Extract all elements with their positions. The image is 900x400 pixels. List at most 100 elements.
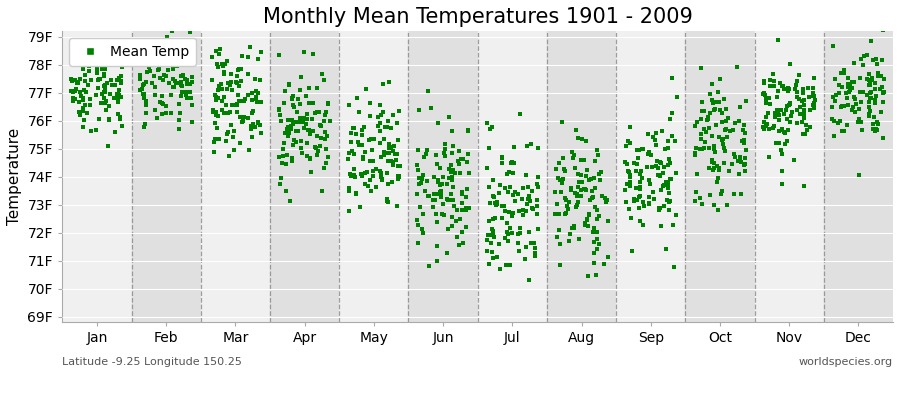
Point: [837, 128, 851, 135]
Point: [777, 128, 791, 135]
Point: [825, 42, 840, 49]
Point: [460, 128, 474, 134]
Point: [73, 111, 87, 118]
Point: [420, 193, 435, 200]
Point: [783, 99, 797, 106]
Point: [760, 123, 774, 129]
Point: [573, 172, 588, 178]
Point: [771, 87, 786, 94]
Point: [446, 184, 461, 190]
Point: [445, 174, 459, 181]
Point: [76, 66, 90, 72]
Point: [112, 86, 126, 93]
Bar: [478, 31, 547, 322]
Point: [553, 160, 567, 166]
Point: [310, 84, 324, 91]
Point: [94, 90, 109, 97]
Point: [179, 89, 194, 96]
Point: [434, 194, 448, 200]
Point: [439, 250, 454, 256]
Point: [235, 119, 249, 126]
Point: [277, 140, 292, 146]
Point: [184, 78, 199, 85]
Point: [555, 180, 570, 186]
Point: [139, 102, 153, 108]
Point: [512, 230, 526, 236]
Point: [77, 117, 92, 124]
Point: [278, 161, 293, 167]
Point: [175, 82, 189, 88]
Point: [597, 261, 611, 268]
Point: [363, 100, 377, 106]
Point: [757, 126, 771, 132]
Point: [733, 154, 747, 160]
Point: [95, 66, 110, 72]
Point: [661, 184, 675, 191]
Point: [355, 126, 369, 133]
Point: [847, 93, 861, 100]
Point: [556, 155, 571, 162]
Point: [149, 49, 164, 56]
Point: [217, 94, 231, 100]
Point: [851, 172, 866, 178]
Point: [159, 103, 174, 109]
Point: [211, 113, 225, 119]
Point: [590, 207, 604, 213]
Point: [831, 120, 845, 126]
Point: [365, 173, 380, 180]
Point: [491, 241, 506, 248]
Point: [842, 88, 857, 95]
Point: [366, 158, 381, 164]
Point: [796, 90, 810, 96]
Point: [860, 92, 874, 98]
Point: [253, 122, 267, 128]
Point: [158, 39, 172, 46]
Point: [504, 230, 518, 236]
Point: [621, 168, 635, 174]
Point: [590, 152, 605, 158]
Point: [362, 137, 376, 144]
Point: [847, 96, 861, 102]
Point: [590, 272, 604, 279]
Point: [176, 89, 190, 95]
Point: [169, 63, 184, 69]
Point: [427, 196, 441, 203]
Point: [600, 217, 615, 224]
Point: [112, 94, 126, 101]
Point: [355, 132, 369, 138]
Point: [590, 236, 605, 242]
Point: [105, 82, 120, 88]
Point: [137, 95, 151, 102]
Point: [722, 168, 736, 175]
Point: [211, 87, 225, 93]
Point: [841, 84, 855, 91]
Point: [114, 78, 129, 85]
Point: [775, 126, 789, 132]
Point: [350, 95, 365, 101]
Point: [578, 222, 592, 228]
Point: [719, 126, 733, 132]
Point: [369, 184, 383, 191]
Point: [705, 81, 719, 88]
Point: [421, 262, 436, 269]
Point: [358, 170, 373, 177]
Point: [381, 150, 395, 156]
Point: [114, 80, 129, 86]
Point: [647, 196, 662, 202]
Point: [525, 205, 539, 211]
Point: [694, 136, 708, 142]
Point: [274, 175, 288, 181]
Point: [624, 182, 638, 189]
Point: [282, 130, 296, 136]
Point: [502, 169, 517, 176]
Point: [204, 77, 219, 84]
Point: [89, 91, 104, 98]
Point: [208, 136, 222, 142]
Point: [651, 164, 665, 171]
Point: [418, 151, 433, 157]
Point: [450, 207, 464, 213]
Point: [732, 118, 746, 124]
Point: [876, 99, 890, 106]
Point: [344, 138, 358, 145]
Point: [273, 112, 287, 118]
